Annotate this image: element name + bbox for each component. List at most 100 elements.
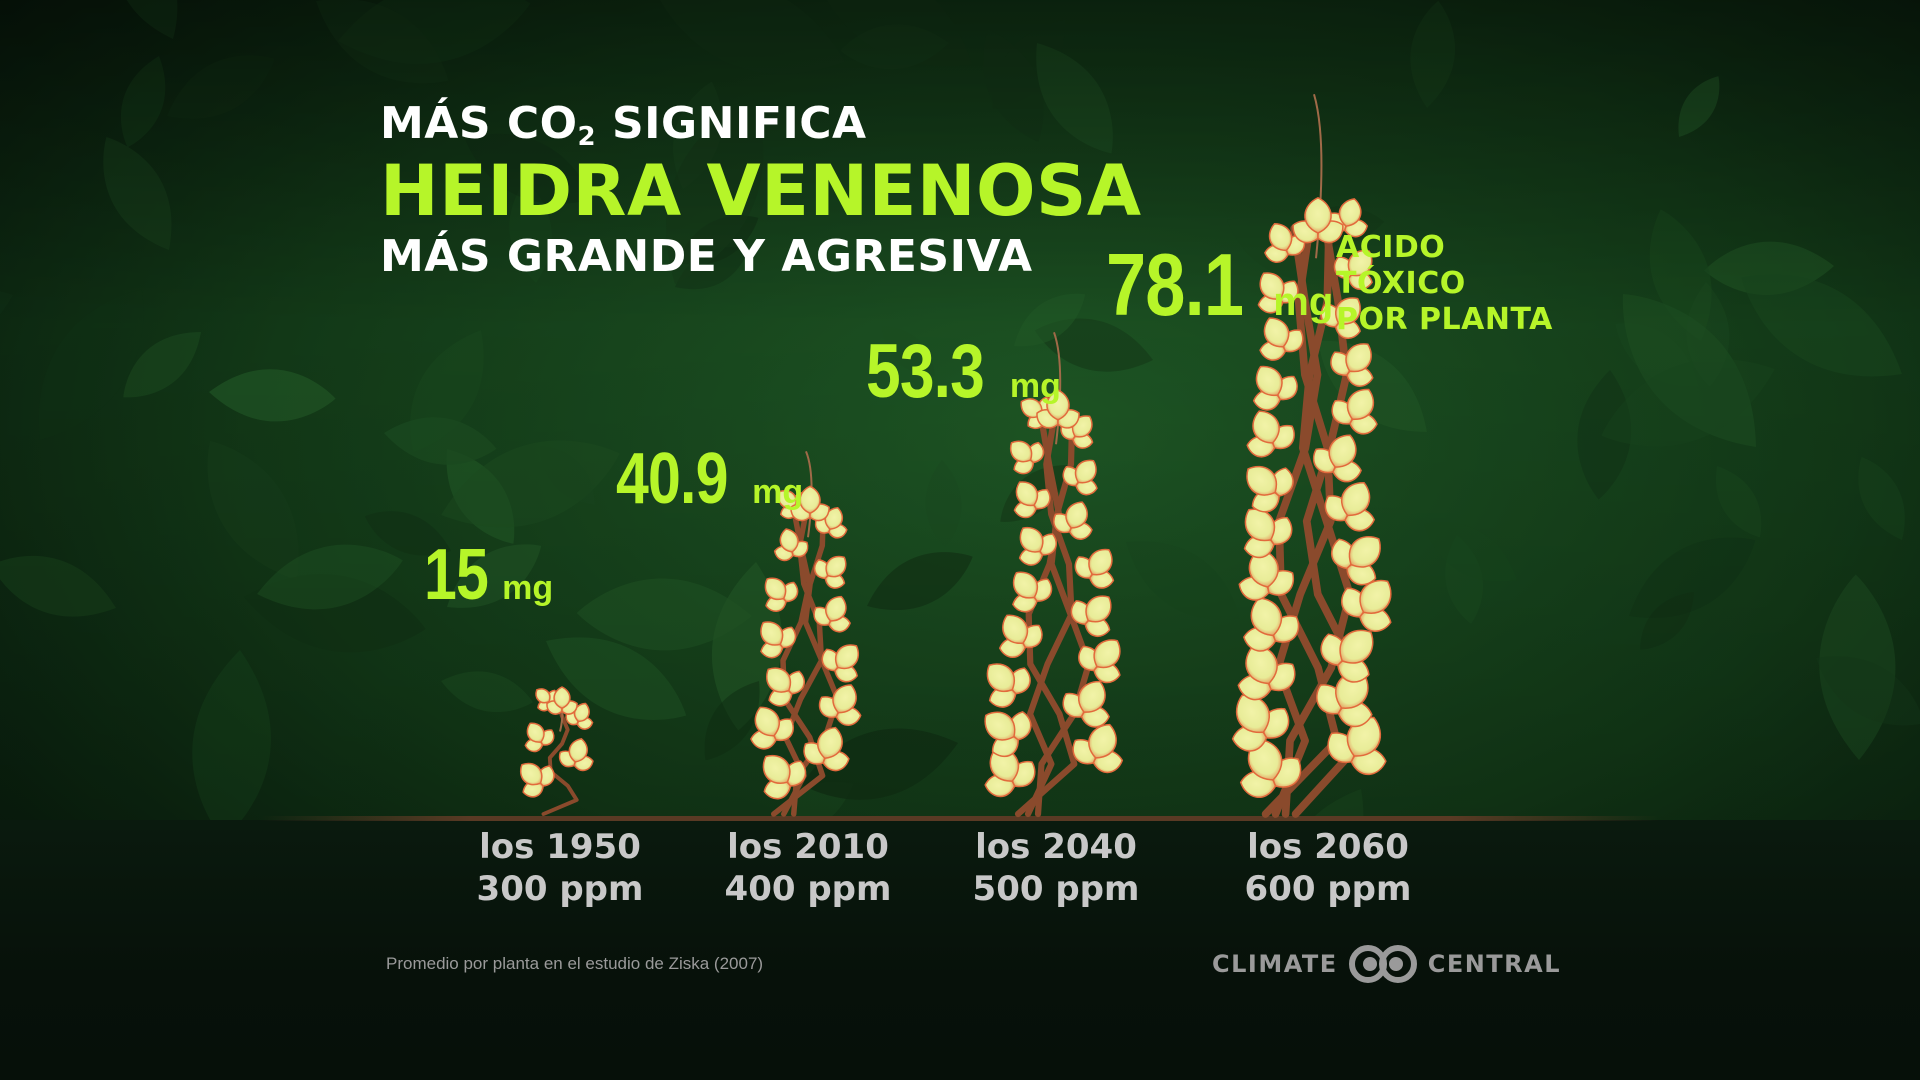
chart-title: MÁS CO2 SIGNIFICA HEIDRA VENENOSA MÁS GR…	[380, 98, 1142, 283]
poison-ivy-leaf	[1320, 297, 1361, 340]
title-line-1-suffix: SIGNIFICA	[596, 98, 867, 149]
title-line-1-prefix: MÁS CO	[380, 98, 578, 149]
logo-text-right: CENTRAL	[1427, 950, 1562, 978]
poison-ivy-leaf	[1341, 579, 1392, 632]
poison-ivy-leaf	[750, 706, 794, 750]
source-footnote: Promedio por planta en el estudio de Zis…	[386, 954, 764, 973]
poison-ivy-leaf	[1264, 222, 1306, 263]
plant-tendril	[1053, 331, 1062, 445]
value-label-2040: 53.3 mg	[866, 328, 1061, 415]
poison-ivy-leaf	[764, 577, 799, 612]
poison-ivy-leaf	[766, 667, 805, 707]
poison-ivy-leaf	[813, 555, 847, 589]
plant-mark-los-2010	[750, 450, 862, 817]
series-label: ACIDO TÓXICO POR PLANTA	[1336, 230, 1553, 338]
plant-mark-los-1950	[520, 686, 594, 816]
poison-ivy-leaf	[984, 747, 1036, 798]
climate-central-logo-icon	[1348, 945, 1417, 983]
poison-ivy-leaf	[790, 485, 830, 522]
poison-ivy-leaf	[1012, 571, 1053, 613]
poison-ivy-leaf	[1070, 595, 1112, 637]
category-decade: los 2010	[727, 827, 889, 867]
category-label-2040: los 2040 500 ppm	[926, 826, 1186, 910]
poison-ivy-leaf	[1243, 508, 1293, 559]
poison-ivy-leaf	[1331, 388, 1378, 435]
poison-ivy-leaf	[1331, 536, 1381, 586]
category-ppm: 600 ppm	[1244, 869, 1412, 909]
value-unit: mg	[1273, 280, 1334, 324]
poison-ivy-leaf	[1062, 459, 1098, 496]
poison-ivy-leaf	[1259, 317, 1304, 361]
value-number: 53.3	[866, 329, 985, 414]
poison-ivy-leaf	[520, 762, 555, 798]
category-decade: los 1950	[479, 827, 641, 867]
poison-ivy-leaf	[565, 702, 594, 730]
poison-ivy-leaf	[984, 711, 1032, 758]
title-line-2: HEIDRA VENENOSA	[380, 150, 1142, 233]
poison-ivy-leaf	[1257, 272, 1299, 314]
plant-stem	[1014, 411, 1078, 818]
poison-ivy-leaf	[773, 528, 809, 562]
value-label-2010: 40.9 mg	[616, 438, 803, 520]
poison-ivy-leaf	[1009, 440, 1045, 475]
category-decade: los 2060	[1247, 827, 1409, 867]
climate-central-logo: CLIMATE CENTRAL	[1212, 942, 1561, 986]
poison-ivy-leaf	[1237, 644, 1296, 701]
value-unit: mg	[502, 569, 554, 607]
value-unit: mg	[752, 473, 804, 511]
poison-ivy-leaf	[1018, 526, 1057, 566]
plant-tendril	[805, 450, 813, 538]
poison-ivy-leaf	[524, 722, 555, 753]
poison-ivy-leaf	[1074, 548, 1115, 589]
value-number: 78.1	[1106, 235, 1244, 334]
poison-ivy-leaf	[1013, 481, 1051, 519]
value-number: 15	[424, 535, 489, 615]
poison-ivy-leaf	[546, 686, 578, 715]
value-unit: mg	[1009, 367, 1061, 405]
poison-ivy-leaf	[1324, 482, 1376, 532]
poison-ivy-leaf	[1252, 365, 1298, 411]
plant-stem	[1281, 224, 1354, 818]
value-label-2060: 78.1 mg	[1106, 234, 1333, 336]
poison-ivy-leaf	[1062, 680, 1110, 728]
poison-ivy-leaf	[1292, 196, 1344, 244]
poison-ivy-leaf	[1312, 434, 1362, 483]
poison-ivy-leaf	[1246, 410, 1295, 458]
logo-text-left: CLIMATE	[1212, 950, 1338, 978]
category-decade: los 2040	[975, 827, 1137, 867]
poison-ivy-leaf	[1333, 249, 1373, 291]
co2-subscript: 2	[577, 122, 597, 152]
poison-ivy-leaf	[760, 621, 797, 659]
value-label-1950: 15 mg	[424, 534, 553, 616]
poison-ivy-leaf	[818, 684, 862, 726]
series-label-line-1: ACIDO	[1336, 230, 1446, 265]
category-ppm: 300 ppm	[476, 869, 644, 909]
poison-ivy-leaf	[762, 754, 807, 800]
poison-ivy-leaf	[1320, 629, 1374, 683]
value-number: 40.9	[616, 439, 728, 519]
title-line-1: MÁS CO2 SIGNIFICA	[380, 98, 1142, 153]
category-label-1950: los 1950 300 ppm	[430, 826, 690, 910]
poison-ivy-leaf	[1231, 694, 1290, 752]
soil-line	[260, 816, 1660, 821]
poison-ivy-leaf	[821, 644, 860, 683]
poison-ivy-leaf	[1078, 639, 1121, 684]
ground-strip	[0, 820, 1920, 1080]
plant-stem	[541, 699, 579, 816]
poison-ivy-leaf	[1053, 501, 1093, 540]
poison-ivy-leaf	[803, 726, 850, 772]
series-label-line-3: POR PLANTA	[1336, 302, 1553, 337]
category-label-2010: los 2010 400 ppm	[678, 826, 938, 910]
plant-stem	[1271, 224, 1335, 818]
poison-ivy-leaf	[1072, 723, 1124, 774]
poison-ivy-leaf	[1036, 389, 1080, 429]
category-ppm: 400 ppm	[724, 869, 892, 909]
category-label-2060: los 2060 600 ppm	[1198, 826, 1458, 910]
poison-ivy-leaf	[1330, 343, 1374, 387]
series-label-line-2: TÓXICO	[1336, 266, 1466, 301]
title-line-3: MÁS GRANDE Y AGRESIVA	[380, 230, 1033, 282]
poison-ivy-leaf	[558, 738, 594, 772]
poison-ivy-leaf	[998, 614, 1043, 659]
